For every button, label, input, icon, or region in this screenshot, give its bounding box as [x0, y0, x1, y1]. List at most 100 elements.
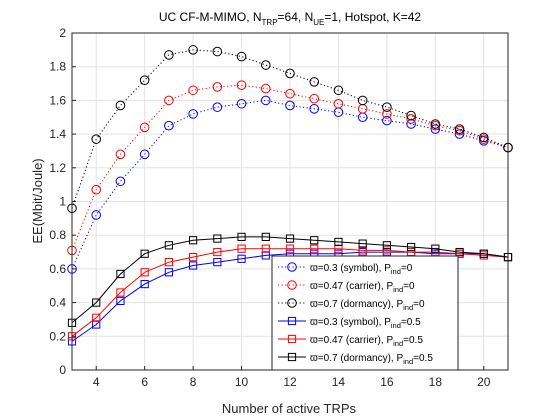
- data-point: [213, 234, 222, 243]
- data-point: [285, 68, 295, 79]
- data-point: [164, 268, 173, 277]
- data-point: [478, 132, 489, 143]
- legend: ϖ=0.3 (symbol), Pind=0ϖ=0.47 (carrier), …: [271, 255, 459, 371]
- legend-item: ϖ=0.47 (carrier), Pind=0: [278, 280, 415, 294]
- data-point: [115, 149, 126, 160]
- data-point: [285, 100, 295, 111]
- data-point: [260, 60, 271, 70]
- data-point: [236, 51, 247, 62]
- y-tick-label: 1.6: [49, 93, 66, 107]
- data-point: [164, 95, 174, 106]
- data-point: [479, 249, 488, 258]
- legend-swatch-marker: [287, 334, 297, 344]
- y-tick-label: 2: [59, 26, 66, 40]
- data-point: [382, 102, 392, 112]
- data-point: [188, 85, 198, 96]
- y-tick-label: 0.2: [49, 329, 66, 343]
- data-point: [164, 258, 173, 267]
- chart-title: UC CF-M-MIMO, NTRP=64, NUE=1, Hotspot, K…: [159, 10, 422, 27]
- series-line: [71, 84, 509, 251]
- x-tick-label: 14: [332, 375, 346, 389]
- legend-label-main: ϖ=0.3 (symbol), P: [310, 317, 391, 328]
- data-point: [189, 261, 198, 270]
- data-point: [91, 210, 102, 220]
- data-point: [406, 110, 416, 121]
- data-point: [407, 242, 416, 252]
- series-line: [71, 236, 509, 324]
- legend-label-main: ϖ=0.7 (dormancy), P: [310, 353, 403, 364]
- data-point: [309, 93, 320, 104]
- y-tick-label: 0.8: [49, 228, 66, 242]
- legend-label-tail: =0: [413, 299, 425, 310]
- data-point: [237, 232, 246, 241]
- data-point: [285, 234, 295, 243]
- data-point: [382, 109, 392, 119]
- data-point: [260, 95, 271, 106]
- data-point: [189, 253, 198, 262]
- data-point: [285, 88, 295, 99]
- legend-label-main: ϖ=0.47 (carrier), P: [310, 335, 393, 346]
- legend-item: ϖ=0.7 (dormancy), Pind=0.5: [278, 352, 433, 366]
- legend-label-tail: =0.5: [413, 353, 433, 364]
- data-point: [310, 236, 319, 245]
- legend-label-subscript: ind: [403, 357, 413, 366]
- data-point: [333, 85, 344, 96]
- legend-label-subscript: ind: [393, 285, 403, 294]
- y-tick-label: 1: [59, 195, 66, 209]
- data-point: [164, 241, 173, 250]
- data-point: [455, 247, 464, 257]
- data-point: [237, 244, 246, 253]
- data-point: [189, 236, 198, 245]
- data-point: [382, 246, 391, 255]
- y-tick-label: 1.8: [49, 60, 66, 74]
- x-tick-label: 12: [283, 375, 297, 389]
- data-point: [382, 115, 392, 126]
- data-point: [164, 50, 174, 60]
- data-point: [92, 313, 101, 322]
- legend-label-main: ϖ=0.3 (symbol), P: [310, 263, 391, 274]
- x-tick-label: 18: [429, 375, 443, 389]
- data-point: [212, 82, 223, 92]
- title-prefix: UC CF-M-MIMO, N: [159, 10, 262, 24]
- legend-label-tail: =0.5: [401, 317, 421, 328]
- data-point: [333, 98, 344, 109]
- data-point: [454, 129, 465, 139]
- data-point: [310, 244, 319, 253]
- data-point: [164, 120, 174, 131]
- legend-label-tail: =0.5: [403, 335, 423, 346]
- legend-label: ϖ=0.7 (dormancy), Pind=0: [310, 299, 425, 312]
- series-line: [71, 251, 509, 342]
- data-point: [188, 45, 198, 55]
- data-point: [115, 176, 126, 187]
- x-tick-label: 4: [93, 375, 100, 389]
- series-line: [71, 99, 509, 270]
- legend-label: ϖ=0.3 (symbol), Pind=0.5: [310, 317, 421, 330]
- legend-label-tail: =0: [403, 281, 415, 292]
- title-trp-subscript: TRP: [262, 18, 278, 27]
- data-point: [139, 122, 150, 133]
- legend-label-subscript: ind: [391, 267, 401, 276]
- data-point: [236, 98, 247, 109]
- ticks: 4 6 8 10 12 14 16 18 20 0 0.2 0.4 0.6 0.8 1 1.2 1.4 1.6 1.…: [49, 26, 490, 389]
- x-tick-label: 8: [190, 375, 197, 389]
- legend-swatch-marker: [287, 352, 297, 362]
- legend-item: ϖ=0.47 (carrier), Pind=0.5: [278, 334, 423, 348]
- legend-swatch-marker: [287, 316, 297, 326]
- data-point: [116, 269, 125, 279]
- data-point: [92, 298, 101, 307]
- x-tick-label: 16: [380, 375, 394, 389]
- data-point: [237, 254, 246, 263]
- legend-item: ϖ=0.7 (dormancy), Pind=0: [278, 298, 425, 312]
- title-ue-subscript: UE: [313, 18, 324, 27]
- legend-label: ϖ=0.47 (carrier), Pind=0.5: [310, 335, 423, 348]
- data-point: [116, 288, 125, 297]
- data-point: [91, 134, 102, 144]
- series-6: [67, 232, 513, 327]
- data-point: [212, 46, 223, 57]
- legend-item: ϖ=0.3 (symbol), Pind=0: [278, 262, 413, 276]
- legend-label-main: ϖ=0.7 (dormancy), P: [310, 299, 403, 310]
- data-point: [91, 184, 102, 195]
- legend-label: ϖ=0.7 (dormancy), Pind=0.5: [310, 353, 433, 366]
- data-point: [213, 247, 222, 257]
- legend-label-tail: =0: [401, 263, 413, 274]
